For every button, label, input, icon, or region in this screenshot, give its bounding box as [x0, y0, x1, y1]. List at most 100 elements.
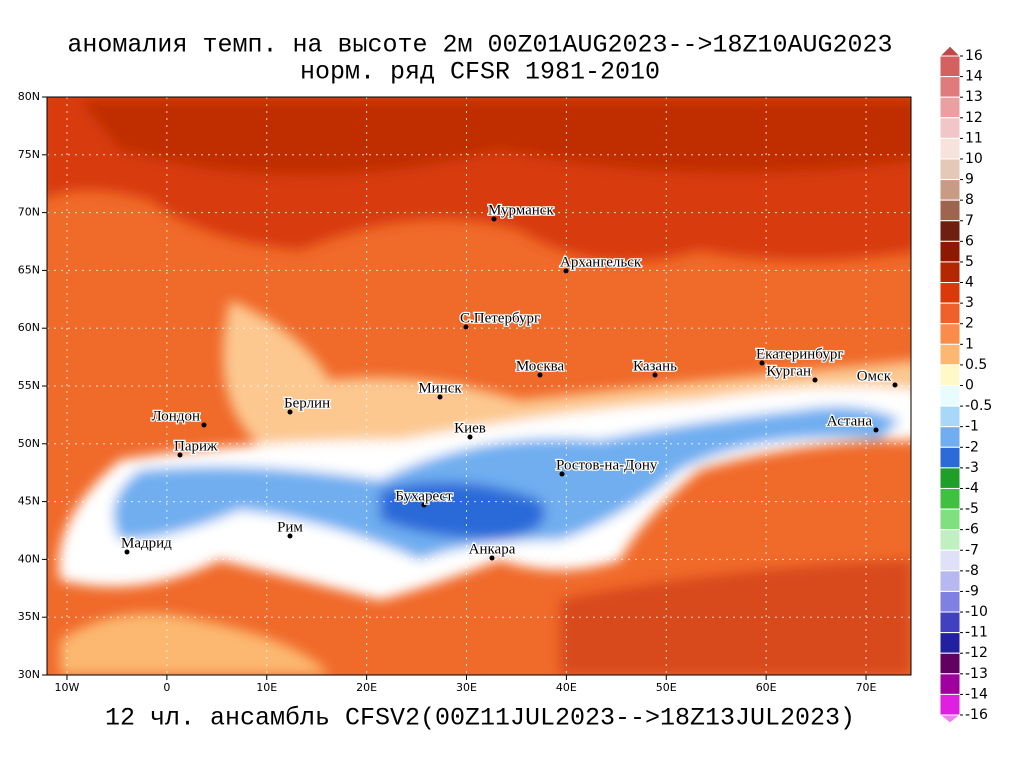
colorbar-segment	[939, 240, 961, 263]
city-label: Минск	[418, 380, 462, 396]
colorbar-segment	[939, 529, 961, 551]
city-label: Курган	[766, 363, 811, 379]
cool-core	[380, 482, 545, 540]
y-tick-label: 80N	[18, 90, 40, 103]
colorbar-segment	[939, 343, 961, 366]
colorbar-label: 0	[965, 378, 974, 394]
city-label: Омск	[857, 368, 892, 384]
south-warm	[560, 560, 911, 675]
colorbar-segment	[939, 55, 961, 78]
colorbar-label: -7	[965, 542, 979, 558]
city-label: Астана	[827, 413, 873, 429]
cities: Мурманск Архангельск С.Петербург Москва Каза…	[120, 201, 898, 561]
colorbar-segment	[939, 385, 961, 407]
city-dot	[489, 555, 495, 561]
city-dot	[463, 324, 469, 330]
city-dot	[537, 372, 543, 378]
city-label: Рим	[277, 519, 303, 535]
x-tick-label: 20E	[356, 681, 377, 694]
colorbar-label: 3	[965, 295, 974, 311]
map-field	[47, 97, 911, 675]
colorbar-label: -0.5	[965, 398, 992, 414]
city-label: С.Петербург	[460, 310, 540, 326]
y-tick-label: 30N	[18, 668, 40, 681]
colorbar-segment	[939, 673, 961, 695]
colorbar-label: 4	[965, 275, 974, 291]
city-dot	[287, 533, 293, 539]
x-tick-label: 50E	[656, 681, 677, 694]
city-dot	[491, 216, 497, 222]
subtitle: норм. ряд CFSR 1981-2010	[300, 58, 660, 87]
colorbar-segment	[939, 652, 961, 675]
colorbar-label: 12	[965, 110, 983, 126]
city-dot	[812, 377, 818, 383]
colorbar-label: -11	[965, 625, 988, 641]
colorbar-segment	[939, 158, 961, 181]
colorbar-segment	[939, 323, 961, 345]
colorbar-segment	[939, 405, 961, 428]
colorbar: 16 14 13 12 11 10 9 8 7 6 5 4 3 2 1 0.5 0 -0.5 -1 -2 -3 -4 -5 -…	[938, 45, 992, 724]
colorbar-label: 10	[965, 151, 983, 167]
city-label: Лондон	[152, 408, 201, 424]
colorbar-label: 7	[965, 213, 974, 229]
colorbar-segment	[939, 364, 961, 386]
colorbar-label: -6	[965, 522, 979, 538]
colorbar-label: 5	[965, 254, 974, 270]
y-tick-label: 65N	[18, 263, 40, 276]
colorbar-segment	[939, 590, 961, 613]
city-dot	[892, 382, 898, 388]
x-tick-label: 30E	[456, 681, 477, 694]
colorbar-label: -10	[965, 604, 988, 620]
colorbar-label: -12	[965, 645, 988, 661]
y-tick-label: 40N	[18, 552, 40, 565]
colorbar-cap	[938, 45, 962, 57]
colorbar-segment	[939, 693, 961, 716]
city-label: Екатеринбург	[756, 346, 843, 362]
y-tick-label: 75N	[18, 148, 40, 161]
colorbar-segment	[939, 426, 961, 448]
colorbar-label: 8	[965, 192, 974, 208]
x-tick-label: 0	[163, 681, 170, 694]
colorbar-segment	[939, 261, 961, 284]
colorbar-label: -2	[965, 439, 979, 455]
colorbar-segment	[939, 570, 961, 592]
colorbar-segment	[939, 467, 961, 489]
city-label: Мурманск	[488, 202, 554, 218]
y-tick-label: 70N	[18, 206, 40, 219]
colorbar-label: -5	[965, 501, 979, 517]
colorbar-segment	[939, 282, 961, 304]
y-tick-label: 50N	[18, 437, 40, 450]
city-label: Казань	[633, 358, 677, 374]
x-tick-label: 70E	[856, 681, 877, 694]
city-label: Ростов-на-Дону	[556, 457, 658, 473]
colorbar-segment	[939, 508, 961, 531]
colorbar-label: 6	[965, 233, 974, 249]
city-label: Киев	[454, 420, 486, 436]
colorbar-segment	[939, 632, 961, 654]
city-dot	[437, 394, 443, 400]
title: аномалия темп. на высоте 2м 00Z01AUG2023…	[67, 31, 892, 60]
axes: 10W 0 10E 20E 30E 40E 50E 60E 70E 30N 35N 40N 45N 50N…	[18, 90, 877, 694]
city-label: Анкара	[469, 541, 516, 557]
colorbar-label: -4	[965, 480, 979, 496]
colorbar-label: 1	[965, 336, 974, 352]
colorbar-label: 0.5	[965, 357, 987, 373]
city-dot	[873, 427, 879, 433]
colorbar-label: -1	[965, 419, 979, 435]
grid	[47, 96, 911, 676]
x-tick-label: 60E	[756, 681, 777, 694]
colorbar-label: -3	[965, 460, 979, 476]
city-label: Бухарест	[395, 488, 453, 504]
city-dot	[563, 268, 569, 274]
colorbar-segment	[939, 76, 961, 98]
colorbar-label: 14	[965, 69, 983, 85]
cool-band	[113, 406, 901, 560]
colorbar-label: -16	[965, 707, 988, 723]
y-tick-label: 35N	[18, 610, 40, 623]
city-dot	[201, 422, 207, 428]
colorbar-segment	[939, 220, 961, 242]
colorbar-label: 2	[965, 316, 974, 332]
colorbar-segment	[939, 611, 961, 634]
colorbar-label: -14	[965, 686, 988, 702]
